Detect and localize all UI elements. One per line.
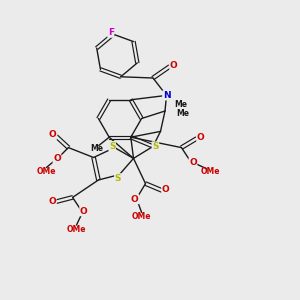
Text: S: S: [152, 142, 159, 151]
Text: Me: Me: [90, 144, 103, 153]
Text: N: N: [163, 91, 170, 100]
Text: O: O: [189, 158, 197, 167]
Text: OMe: OMe: [36, 167, 56, 176]
Text: S: S: [115, 174, 121, 183]
Text: O: O: [162, 185, 170, 194]
Text: Me: Me: [174, 100, 187, 109]
Text: OMe: OMe: [200, 167, 220, 176]
Text: O: O: [49, 130, 57, 139]
Text: F: F: [108, 28, 114, 37]
Text: O: O: [53, 154, 61, 163]
Text: O: O: [80, 207, 88, 216]
Text: O: O: [197, 133, 205, 142]
Text: Me: Me: [176, 109, 189, 118]
Text: O: O: [48, 197, 56, 206]
Text: S: S: [109, 142, 116, 151]
Text: OMe: OMe: [67, 225, 86, 234]
Text: OMe: OMe: [132, 212, 152, 221]
Text: O: O: [170, 61, 178, 70]
Text: O: O: [131, 195, 139, 204]
